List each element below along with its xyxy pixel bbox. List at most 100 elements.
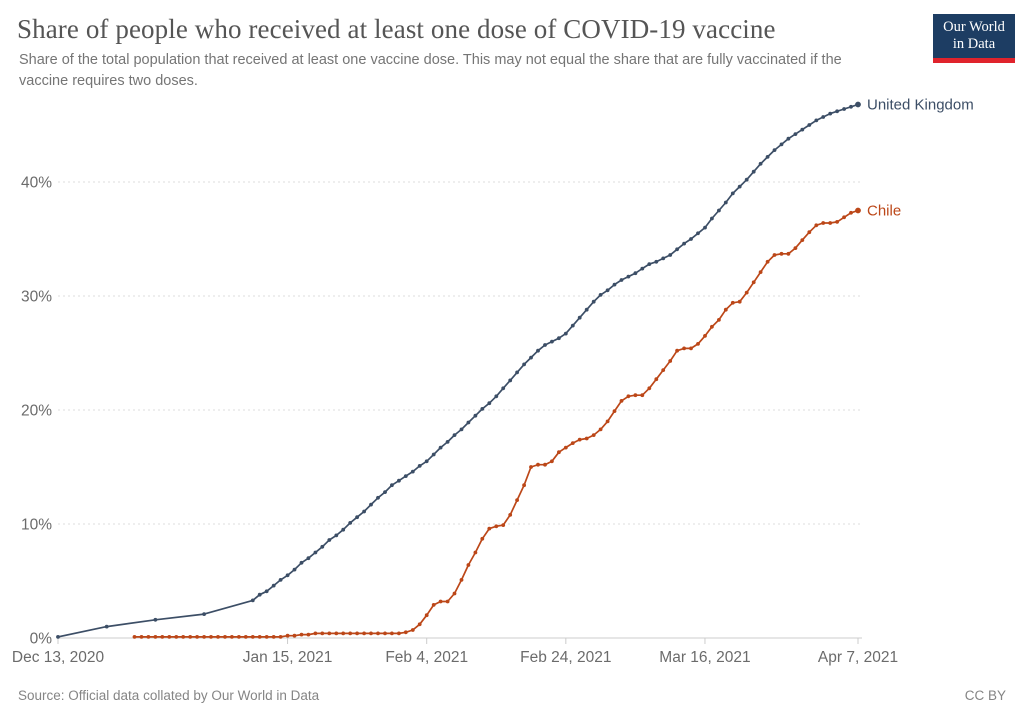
owid-logo-text-line-1: Our World [943,19,1005,35]
data-point-chile [243,635,248,639]
data-point-chile [536,462,540,467]
data-point-united-kingdom [591,299,596,304]
data-point-chile [619,399,624,403]
data-point-chile [543,462,547,467]
data-point-chile [494,524,499,529]
data-point-united-kingdom [647,262,652,266]
data-point-united-kingdom [772,148,777,153]
x-tick-label: Dec 13, 2020 [12,649,105,666]
x-tick-label: Mar 16, 2021 [659,649,750,666]
data-point-chile [696,342,700,346]
y-tick-label: 30% [21,289,52,306]
data-point-chile [160,635,165,639]
data-point-chile [438,599,443,604]
data-point-chile [452,591,457,596]
series-label-chile: Chile [867,203,901,220]
data-point-united-kingdom [313,550,318,555]
data-point-united-kingdom [306,556,311,561]
data-point-united-kingdom [369,502,373,507]
data-point-united-kingdom [480,407,485,411]
data-point-united-kingdom [320,544,325,549]
data-point-chile [487,526,492,531]
data-point-chile [417,622,422,627]
data-point-chile [744,290,749,295]
x-tick-label: Jan 15, 2021 [243,649,333,666]
data-point-chile [591,433,596,437]
data-point-chile [209,635,213,639]
data-point-united-kingdom [390,483,394,488]
data-point-chile [550,459,554,464]
data-point-united-kingdom [508,378,513,383]
data-point-chile [250,635,255,639]
data-point-united-kingdom [278,578,283,582]
data-point-united-kingdom [403,474,408,478]
data-point-chile [230,635,234,639]
data-point-chile [675,348,679,353]
data-point-united-kingdom [362,509,366,514]
data-point-united-kingdom [383,490,387,494]
data-point-united-kingdom [654,259,659,264]
series-united-kingdom: United Kingdom [56,96,974,639]
data-point-united-kingdom [828,111,833,116]
source-note: Source: Official data collated by Our Wo… [18,688,320,703]
data-point-chile [390,631,394,636]
data-point-united-kingdom [445,440,450,444]
data-point-united-kingdom [689,237,693,241]
data-point-chile [612,409,617,413]
data-point-united-kingdom [410,469,415,474]
x-tick-label: Apr 7, 2021 [818,649,898,666]
series-chile: Chile [132,203,901,639]
chart-title: Share of people who received at least on… [17,14,776,44]
data-point-united-kingdom [466,420,471,425]
data-point-chile [424,613,429,618]
data-point-united-kingdom [487,401,492,406]
data-point-chile [501,523,506,527]
data-point-chile [397,631,401,636]
data-point-chile [410,628,415,632]
data-point-united-kingdom [640,266,645,271]
data-point-united-kingdom [334,533,339,538]
data-point-chile [661,368,666,372]
data-point-chile [264,635,269,639]
x-tick-label: Feb 4, 2021 [385,649,468,666]
data-point-united-kingdom [723,200,728,205]
data-point-united-kingdom [563,331,568,336]
data-point-united-kingdom [299,560,304,565]
data-point-united-kingdom [536,348,540,353]
data-point-chile [167,635,172,639]
data-point-united-kingdom [751,169,756,174]
data-point-chile [786,251,791,256]
data-point-united-kingdom [202,612,207,616]
data-point-chile [480,536,485,541]
data-point-chile [557,450,561,455]
data-point-chile [570,441,575,445]
data-point-united-kingdom [710,216,714,221]
data-point-united-kingdom [598,293,603,297]
data-point-united-kingdom [515,370,519,375]
data-point-chile [223,635,227,639]
data-point-united-kingdom [417,464,422,468]
chart-canvas: 0% 10% 20% 30% 40% Dec 13, 2020 Jan 15, 2021 Fe… [12,96,974,666]
data-point-chile [139,635,144,639]
data-point-chile [355,631,359,636]
data-point-chile [320,631,325,636]
data-point-chile [793,246,798,251]
data-point-united-kingdom [779,142,784,147]
data-point-chile [598,427,603,432]
data-point-chile [626,394,631,399]
data-point-chile [772,253,777,257]
data-point-chile [271,635,276,639]
data-point-united-kingdom [473,413,478,418]
data-point-united-kingdom [619,278,624,282]
data-point-chile [800,238,805,243]
data-point-united-kingdom [494,394,499,399]
data-point-united-kingdom [703,225,707,230]
data-point-chile [188,635,193,639]
data-point-chile [181,635,186,639]
data-point-chile [174,635,179,639]
y-tick-label: 0% [30,631,53,648]
data-point-united-kingdom [529,355,533,360]
data-point-united-kingdom [577,315,582,320]
data-point-united-kingdom [452,433,457,437]
